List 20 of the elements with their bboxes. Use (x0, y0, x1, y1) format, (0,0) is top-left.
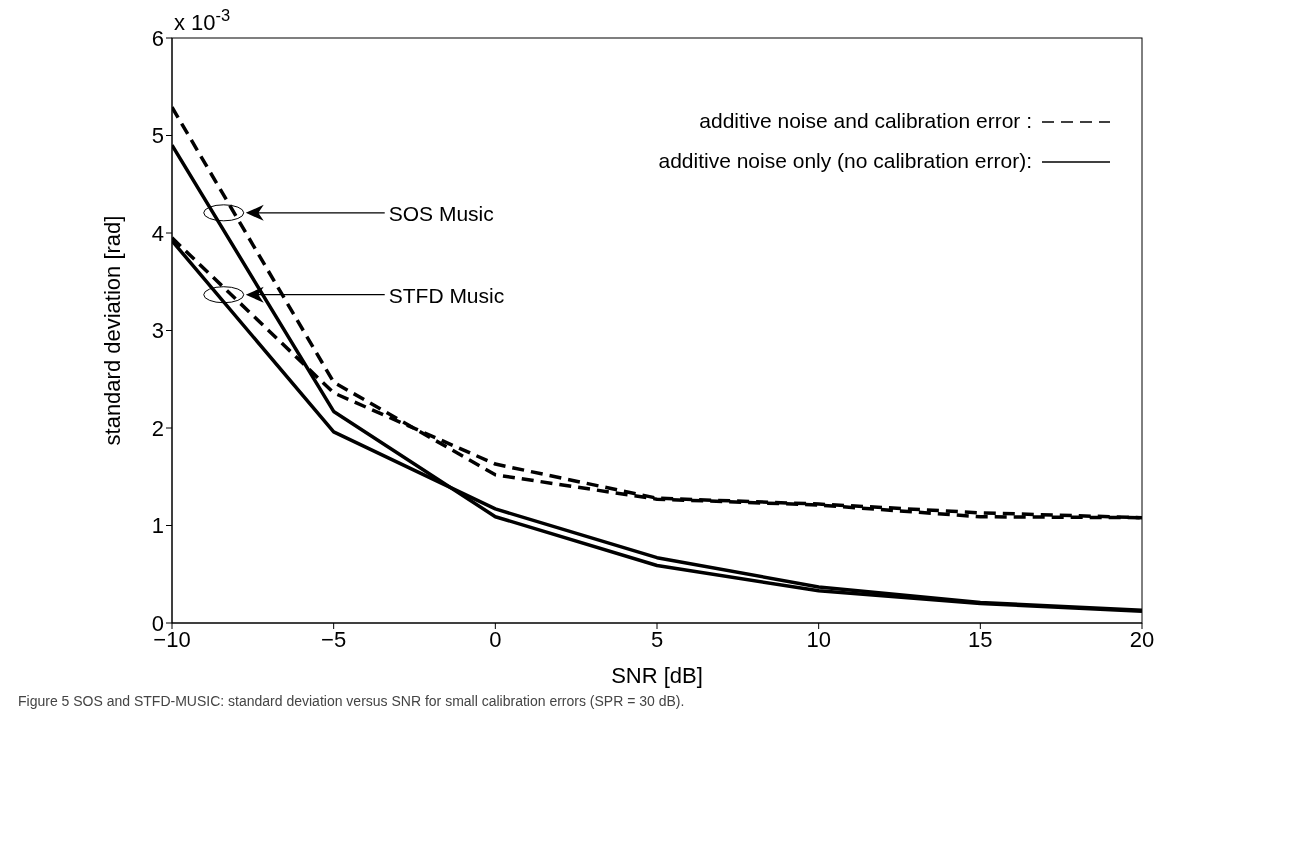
y-axis-title: standard deviation [rad] (99, 215, 125, 446)
text: x 10$^{-3}$ (174, 6, 231, 35)
y-tick-label: 3 (151, 318, 164, 344)
annotation: STFD Music (388, 283, 505, 307)
y-tick-label: 1 (151, 513, 164, 539)
y-tick-label: 2 (151, 415, 164, 441)
x-tick-label: 15 (968, 626, 993, 652)
x-tick-label: 5 (650, 626, 664, 652)
x-tick-label: 0 (489, 626, 502, 652)
x-tick-label: 10 (806, 626, 831, 652)
x-tick-label: 20 (1129, 626, 1155, 652)
x-tick-label: −5 (321, 626, 347, 652)
y-tick-label: 4 (151, 220, 164, 246)
y-tick-label: 5 (151, 123, 164, 149)
x-axis-title: SNR [dB] (611, 663, 703, 688)
y-tick-label: 6 (151, 25, 164, 51)
annotation: SOS Music (388, 201, 494, 225)
caption: Figure 5 SOS and STFD-MUSIC: standard deviation versus SNR for small calibration errors (SPR = 30 dB). (18, 693, 685, 709)
annotation: additive noise and calibration error : (699, 109, 1032, 132)
annotation: additive noise only (no calibration error): (658, 149, 1032, 172)
